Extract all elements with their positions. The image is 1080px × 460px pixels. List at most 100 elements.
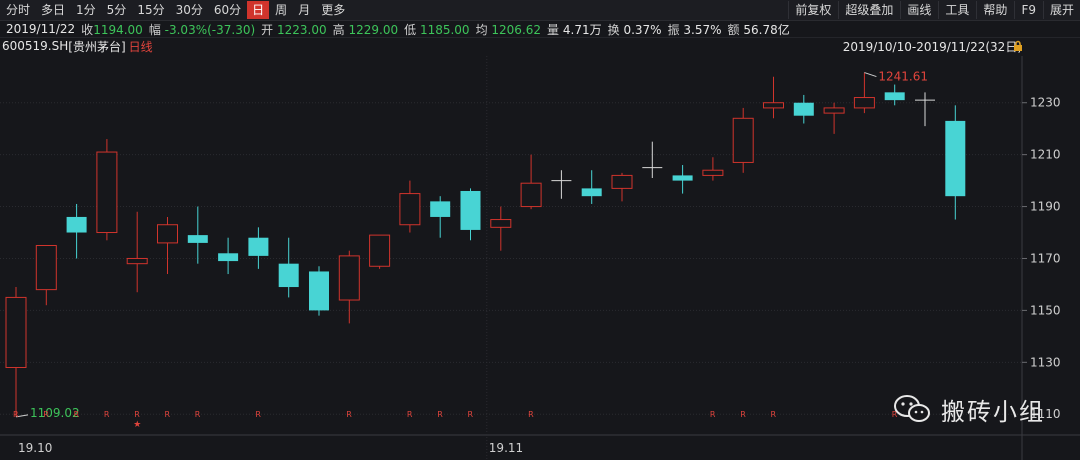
amount-value: 56.78亿 [743, 22, 790, 37]
avg-label: 均 [475, 22, 488, 37]
max-arrow [864, 72, 877, 78]
r-marker: R [43, 410, 49, 419]
r-marker: R [771, 410, 777, 419]
r-marker: R [134, 410, 140, 419]
candle-body [884, 92, 905, 101]
candle-body [338, 255, 360, 301]
volume-label: 量 [547, 22, 560, 37]
tool-button-2[interactable]: 画线 [900, 1, 937, 19]
candle-body [490, 219, 512, 228]
high-label: 高 [332, 22, 345, 37]
period-tab-5[interactable]: 30分 [175, 3, 203, 17]
candle-body [66, 216, 87, 233]
min-price-label: 1109.02 [30, 406, 80, 420]
y-tick-label: 1210 [1030, 148, 1061, 162]
turnover-label: 换 [607, 22, 620, 37]
period-tab-2[interactable]: 1分 [76, 3, 96, 17]
tool-button-6[interactable]: 展开 [1042, 1, 1080, 19]
tool-button-3[interactable]: 工具 [938, 1, 975, 19]
candle-body [278, 263, 299, 288]
tool-button-0[interactable]: 前复权 [788, 1, 837, 19]
period-tab-7[interactable]: 日 [247, 1, 270, 19]
period-tab-3[interactable]: 5分 [106, 3, 127, 17]
volume-value: 4.71万 [562, 22, 602, 37]
quote-date: 2019/11/22 [6, 22, 76, 36]
candle-body [35, 245, 57, 291]
candle-body [793, 102, 814, 116]
candle-body [460, 190, 481, 230]
open-label: 开 [261, 22, 274, 37]
tool-button-5[interactable]: F9 [1014, 1, 1042, 19]
candle-body [581, 188, 602, 197]
r-marker: R [892, 410, 898, 419]
date-range[interactable]: 2019/10/10-2019/11/22(32日) [842, 40, 1022, 54]
min-arrow [15, 414, 29, 418]
line-type: 日线 [128, 39, 153, 54]
candle-body [945, 120, 966, 197]
candle-body [611, 174, 633, 189]
close-label: 收 [81, 22, 94, 37]
candle-body [853, 97, 875, 109]
period-tab-8[interactable]: 周 [275, 3, 288, 17]
r-marker: R [528, 410, 534, 419]
open-value: 1223.00 [277, 22, 327, 37]
y-tick-label: 1150 [1030, 303, 1061, 317]
candle-body [430, 201, 451, 217]
amount-label: 额 [727, 22, 740, 37]
max-price-label: 1241.61 [878, 70, 928, 84]
period-tab-6[interactable]: 60分 [213, 3, 242, 17]
amplitude-value: 3.57% [683, 22, 722, 37]
candle-body [520, 182, 542, 208]
y-tick-label: 1130 [1030, 355, 1061, 369]
r-marker: R [74, 410, 80, 419]
tool-menu: 前复权 超级叠加 画线 工具 帮助 F9 展开 [787, 0, 1080, 20]
candle-body [187, 235, 208, 243]
period-tab-1[interactable]: 多日 [41, 3, 66, 17]
low-label: 低 [404, 22, 417, 37]
period-tabs: 分时 多日 1分 5分 15分 30分 60分日周月更多 [0, 1, 350, 19]
tool-button-1[interactable]: 超级叠加 [838, 1, 899, 19]
candle-body [823, 107, 845, 114]
stock-code: 600519.SH [2, 39, 69, 53]
change-label: 幅 [148, 22, 161, 37]
candle-body [126, 257, 148, 265]
star-marker: ★ [133, 420, 141, 430]
lock-icon[interactable] [1012, 40, 1024, 52]
candle-body [702, 169, 724, 176]
quote-bar: 2019/11/22 收1194.00 幅 -3.03%(-37.30) 开 1… [0, 21, 1080, 38]
low-value: 1185.00 [419, 22, 470, 37]
avg-value: 1206.62 [491, 22, 542, 37]
stock-name: [贵州茅台] [68, 39, 126, 54]
period-tab-4[interactable]: 15分 [137, 3, 165, 17]
x-tick-label: 19.10 [18, 441, 52, 455]
candle-body [732, 117, 754, 163]
high-value: 1229.00 [348, 22, 399, 37]
r-marker: R [346, 410, 352, 419]
period-toolbar: 分时 多日 1分 5分 15分 30分 60分日周月更多 前复权 超级叠加 画线 工具 帮助 F9 展开 [0, 0, 1080, 21]
r-marker: R [13, 410, 19, 419]
r-marker: R [710, 410, 716, 419]
candle-body [248, 237, 269, 256]
period-tab-10[interactable]: 更多 [321, 3, 346, 17]
candle-body [157, 224, 178, 244]
candle-body [96, 151, 118, 234]
stock-header: 600519.SH [贵州茅台] 日线 [0, 38, 153, 54]
r-marker: R [195, 410, 201, 419]
candle-body [369, 234, 391, 267]
r-marker: R [437, 410, 443, 419]
r-marker: R [104, 410, 110, 419]
tool-button-4[interactable]: 帮助 [976, 1, 1013, 19]
turnover-value: 0.37% [623, 22, 662, 37]
period-tab-0[interactable]: 分时 [6, 3, 31, 17]
watermark: 搬砖小组 [893, 392, 1045, 427]
amplitude-label: 振 [667, 22, 680, 37]
period-tab-9[interactable]: 月 [298, 3, 311, 17]
candle-body [399, 193, 421, 226]
candle-body [309, 271, 329, 311]
r-marker: R [740, 410, 746, 419]
wechat-icon [894, 394, 930, 422]
r-marker: R [468, 410, 474, 419]
y-tick-label: 1190 [1030, 200, 1061, 214]
y-tick-label: 1110 [1030, 407, 1061, 421]
